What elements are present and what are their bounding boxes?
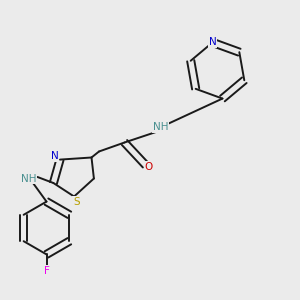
Text: N: N	[51, 151, 58, 161]
Text: O: O	[144, 161, 153, 172]
Text: S: S	[73, 197, 80, 207]
Text: NH: NH	[21, 173, 36, 184]
Text: NH: NH	[153, 122, 168, 133]
Text: N: N	[209, 38, 216, 47]
Text: F: F	[44, 266, 50, 276]
